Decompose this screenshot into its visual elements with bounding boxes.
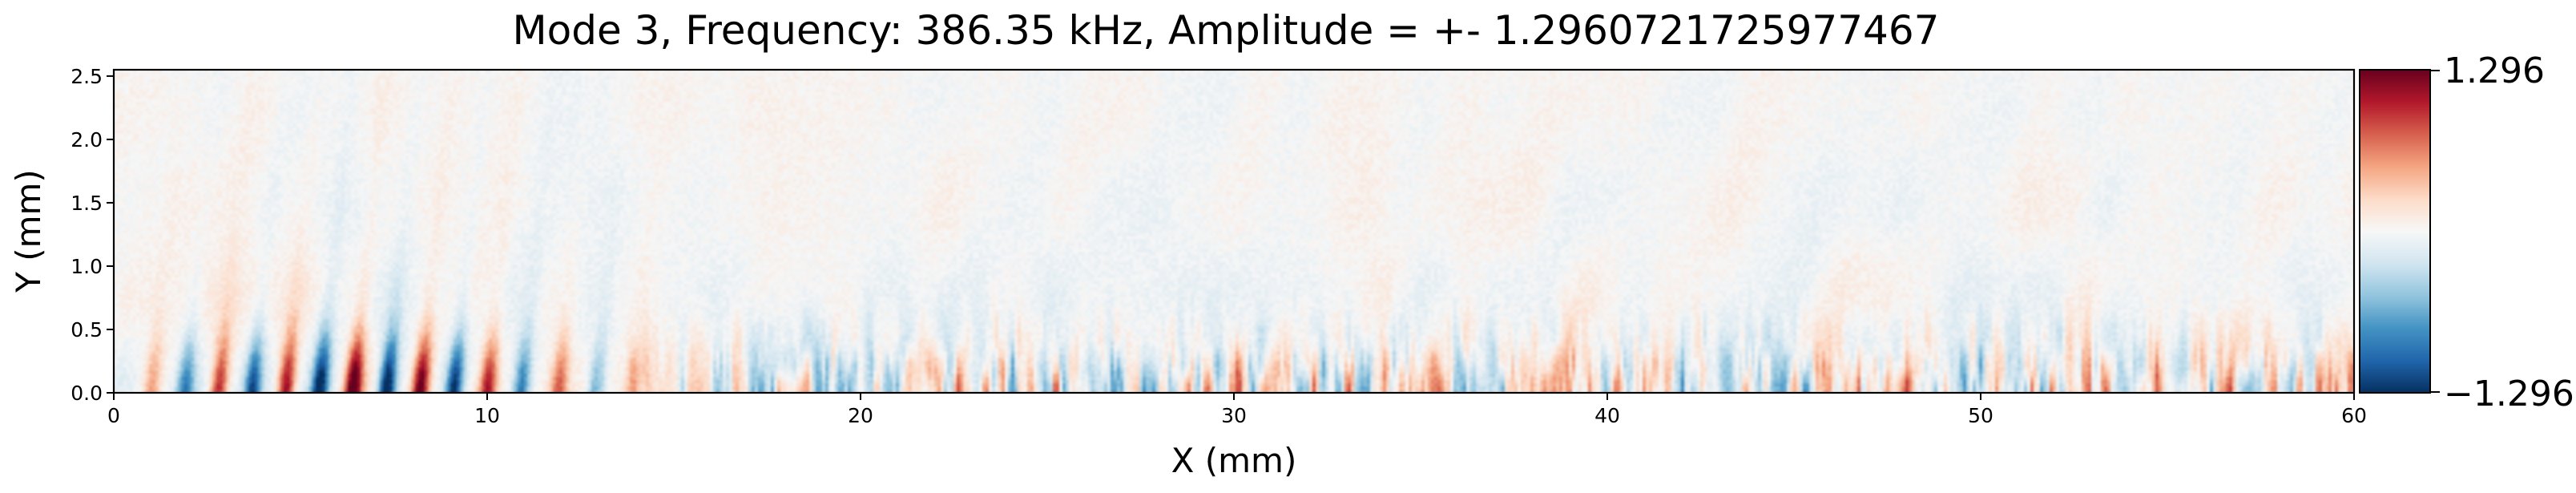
y-axis-label: Y (mm) bbox=[9, 169, 48, 293]
x-tick-label: 50 bbox=[1968, 404, 1993, 427]
y-tick-label: 2.5 bbox=[71, 65, 103, 88]
x-tick-label: 10 bbox=[474, 404, 500, 427]
y-tick-label: 0.0 bbox=[71, 382, 103, 405]
y-axis: 0.0 0.5 1.0 1.5 2.0 2.5 bbox=[71, 65, 114, 405]
chart-title: Mode 3, Frequency: 386.35 kHz, Amplitude… bbox=[513, 7, 1940, 54]
heatmap-area bbox=[114, 70, 2354, 393]
x-tick-label: 20 bbox=[848, 404, 873, 427]
x-tick-label: 40 bbox=[1594, 404, 1620, 427]
x-axis: 0 10 20 30 40 50 60 bbox=[107, 393, 2367, 427]
heatmap-canvas bbox=[114, 70, 2354, 393]
x-tick-label: 60 bbox=[2341, 404, 2367, 427]
x-tick-label: 30 bbox=[1221, 404, 1247, 427]
colorbar-max-label: 1.296 bbox=[2444, 51, 2545, 91]
colorbar-min-label: −1.296 bbox=[2444, 374, 2574, 414]
colorbar bbox=[2359, 69, 2431, 394]
x-tick-label: 0 bbox=[107, 404, 120, 427]
y-tick-label: 2.0 bbox=[71, 128, 103, 152]
x-axis-label: X (mm) bbox=[1171, 441, 1297, 480]
y-tick-label: 1.0 bbox=[71, 255, 103, 278]
y-tick-label: 0.5 bbox=[71, 318, 103, 341]
y-tick-label: 1.5 bbox=[71, 192, 103, 215]
